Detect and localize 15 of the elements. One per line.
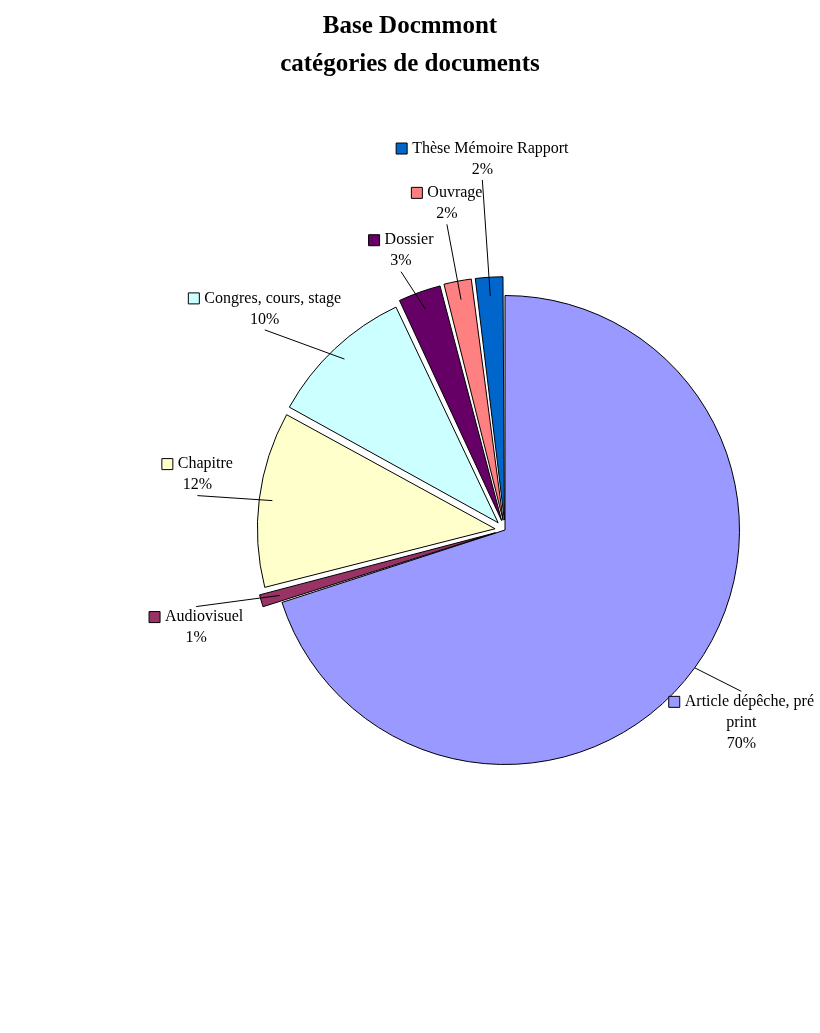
data-label: 70% <box>726 734 757 752</box>
data-label: 2% <box>471 159 494 177</box>
legend-label: Dossier <box>384 230 435 248</box>
data-label: 12% <box>182 475 213 493</box>
data-label: 3% <box>390 251 412 269</box>
chart-title: Base Docmmont catégories de documents <box>279 10 541 78</box>
legend-label: Ouvrage <box>427 183 483 202</box>
legend-label: Congres, cours, stage <box>204 288 342 307</box>
data-label: 1% <box>185 628 207 646</box>
legend-label: Chapitre <box>177 454 233 473</box>
legend-label: Article dépêche, pré print <box>684 692 815 732</box>
data-label: 10% <box>250 309 280 327</box>
data-label: 2% <box>436 204 458 222</box>
legend-label: Audiovisuel <box>165 607 244 625</box>
legend-label: Thèse Mémoire Rapport <box>412 138 570 157</box>
